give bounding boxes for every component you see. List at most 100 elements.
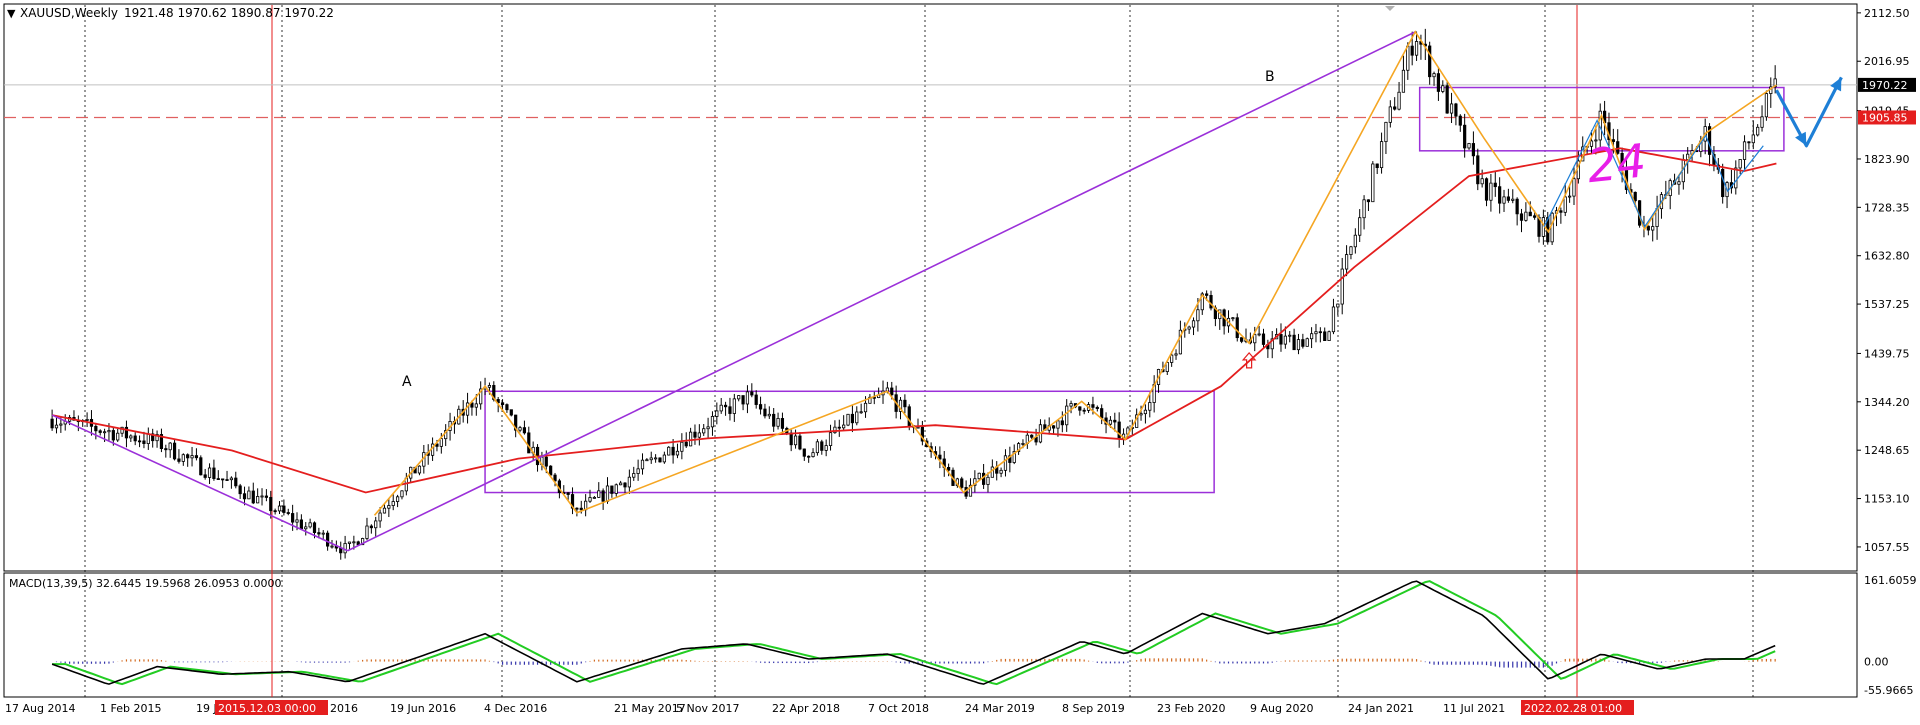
candle-body <box>151 433 155 442</box>
candle-body <box>579 507 583 511</box>
candle-body <box>723 404 728 408</box>
candle-body <box>1747 141 1751 144</box>
candle-body <box>566 492 570 495</box>
point-b-label: B <box>1265 69 1275 85</box>
candle-body <box>688 431 693 447</box>
candle-body <box>417 465 422 474</box>
candle-body <box>116 432 120 441</box>
candle-body <box>610 485 614 494</box>
candle-body <box>1738 159 1742 169</box>
crosshair-time-label: 2015.12.03 00:00 <box>218 702 316 715</box>
candle-body <box>509 409 513 416</box>
macd-main-line <box>51 580 1776 685</box>
symbol-header-triangle[interactable]: ▼ <box>7 7 16 20</box>
candle-body <box>758 404 763 410</box>
candle-body <box>194 455 199 459</box>
candle-body <box>1375 163 1379 169</box>
candle-body <box>1253 334 1257 344</box>
price-axis-label: 1057.55 <box>1864 541 1910 554</box>
candle-body <box>1323 331 1327 341</box>
shift-marker-icon <box>1385 6 1395 11</box>
candle-body <box>1410 45 1414 56</box>
candle-body <box>1353 234 1357 248</box>
candle-body <box>1397 91 1401 110</box>
candle-body <box>715 410 719 417</box>
candle-body <box>207 467 212 478</box>
candle-body <box>1200 293 1204 311</box>
candle-body <box>234 477 238 487</box>
candle-body <box>518 427 522 431</box>
candle-body <box>1012 451 1016 463</box>
candle-body <box>1305 338 1309 347</box>
time-axis-label: 24 Jan 2021 <box>1348 702 1414 715</box>
candle-body <box>1051 425 1056 429</box>
candle-body <box>1170 354 1174 363</box>
candle-body <box>1384 121 1388 143</box>
price-axis-label: 1728.35 <box>1864 201 1910 214</box>
candle-body <box>627 476 631 488</box>
symbol-name: XAUUSD <box>20 6 71 20</box>
macd-layer <box>51 580 1776 686</box>
candle-body <box>697 432 701 438</box>
candle-body <box>1283 335 1287 345</box>
candle-body <box>636 468 640 474</box>
candle-body <box>671 446 675 456</box>
candle-body <box>378 512 382 522</box>
candle-body <box>282 505 286 513</box>
timeframe: Weekly <box>75 6 118 20</box>
macd-axis-label: -55.9665 <box>1864 684 1913 697</box>
candle-body <box>330 545 334 548</box>
candle-body <box>124 426 129 439</box>
candle-body <box>1060 420 1064 426</box>
candle-body <box>907 406 911 427</box>
candle-body <box>1279 334 1283 345</box>
candle-body <box>947 467 951 471</box>
candle-body <box>1484 178 1489 201</box>
candle-body <box>706 426 710 430</box>
candle-body <box>767 413 771 417</box>
candle-body <box>1069 403 1073 407</box>
candle-body <box>741 395 745 405</box>
candle-body <box>1489 182 1493 201</box>
candle-body <box>387 505 391 509</box>
candle-body <box>1633 191 1637 202</box>
candle-body <box>1563 196 1567 213</box>
candle-body <box>982 472 986 485</box>
crosshair-time-label-bg <box>215 700 328 715</box>
candle-body <box>824 445 828 451</box>
candle-body <box>216 478 220 480</box>
trendlines-layer <box>51 31 1416 552</box>
time-axis-label: 5 Nov 2017 <box>676 702 739 715</box>
candle-body <box>1340 268 1344 305</box>
candle-body <box>142 440 146 444</box>
candle-body <box>321 532 325 535</box>
candle-body <box>938 454 942 460</box>
candle-body <box>1524 211 1528 221</box>
candle-body <box>1445 85 1449 114</box>
candle-body <box>916 426 920 429</box>
candle-body <box>798 435 802 450</box>
candle-body <box>811 452 815 458</box>
candle-body <box>1288 334 1292 337</box>
candle-body <box>1003 455 1008 471</box>
candle-body <box>352 541 356 544</box>
candle-body <box>361 538 365 546</box>
candle-body <box>1454 103 1458 117</box>
vertical-grid <box>4 5 1857 697</box>
candle-body <box>1646 225 1650 231</box>
candle-body <box>789 432 793 446</box>
candle-body <box>654 457 658 460</box>
candle-body <box>94 425 98 432</box>
axes-layer: 17 Aug 2014 1 Feb 2015 19 J 2016 19 Jun 2016… <box>5 7 1917 715</box>
candle-body <box>439 438 443 447</box>
candle-body <box>1414 41 1419 56</box>
candle-body <box>1240 337 1244 342</box>
zigzag-line <box>373 30 1777 516</box>
candle-body <box>54 424 59 429</box>
candle-body <box>890 387 894 396</box>
candle-body <box>977 472 981 480</box>
candle-body <box>1008 455 1012 463</box>
candle-body <box>793 435 798 446</box>
candle-body <box>212 467 216 479</box>
